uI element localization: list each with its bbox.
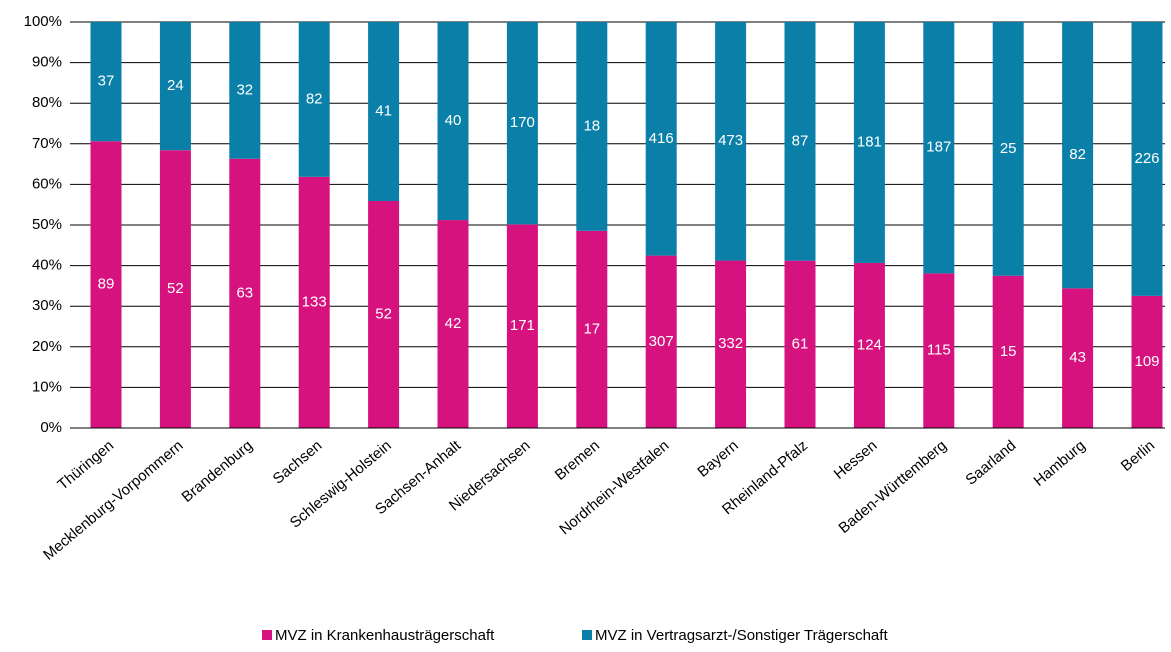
value-label: 332 xyxy=(718,335,743,352)
y-tick-label: 80% xyxy=(32,94,62,111)
y-tick-label: 60% xyxy=(32,175,62,192)
legend-swatch xyxy=(582,630,592,640)
bar-segment xyxy=(90,141,122,428)
value-label: 124 xyxy=(857,336,882,353)
bar-segment xyxy=(923,22,955,274)
x-tick-label: Berlin xyxy=(1118,437,1158,475)
value-label: 37 xyxy=(98,73,115,90)
value-label: 52 xyxy=(167,280,184,297)
bar-segment xyxy=(1062,288,1094,428)
x-tick-label: Hamburg xyxy=(1031,437,1089,490)
bar-segment xyxy=(159,150,191,429)
bar-segment xyxy=(298,22,330,177)
y-tick-label: 70% xyxy=(32,135,62,152)
x-tick-label: Bremen xyxy=(552,437,603,484)
value-label: 170 xyxy=(510,114,535,131)
value-label: 24 xyxy=(167,77,184,94)
bar-segment xyxy=(784,260,816,428)
x-tick-label: Hessen xyxy=(831,437,881,483)
bar-segment xyxy=(992,22,1024,276)
value-label: 18 xyxy=(583,117,600,134)
value-label: 181 xyxy=(857,133,882,150)
bar-segment xyxy=(368,22,400,201)
bar-segment xyxy=(853,262,885,428)
value-label: 87 xyxy=(792,132,809,149)
bar-segment xyxy=(715,260,747,428)
x-tick-label: Mecklenburg-Vorpommern xyxy=(40,437,186,564)
bar-segment xyxy=(576,230,608,428)
value-label: 416 xyxy=(649,130,674,147)
x-tick-label: Saarland xyxy=(962,437,1019,489)
value-label: 82 xyxy=(1069,146,1086,163)
value-label: 63 xyxy=(236,284,253,301)
value-label: 226 xyxy=(1134,150,1159,167)
x-tick-label: Thüringen xyxy=(54,437,117,493)
bar-segment xyxy=(715,22,747,261)
bar-segment xyxy=(298,176,330,428)
legend-label: MVZ in Krankenhausträgerschaft xyxy=(275,627,495,644)
bar-segment xyxy=(784,22,816,261)
bar-segment xyxy=(90,22,122,142)
value-label: 187 xyxy=(926,139,951,156)
bar-segment xyxy=(506,22,538,225)
y-tick-label: 10% xyxy=(32,378,62,395)
bar-segment xyxy=(159,22,191,151)
value-label: 42 xyxy=(445,315,462,332)
y-tick-label: 40% xyxy=(32,257,62,274)
value-label: 89 xyxy=(98,276,115,293)
value-label: 52 xyxy=(375,305,392,322)
value-label: 40 xyxy=(445,112,462,129)
y-tick-label: 50% xyxy=(32,216,62,233)
bar-segment xyxy=(1131,22,1163,296)
bar-segment xyxy=(437,220,469,428)
legend-swatch xyxy=(262,630,272,640)
value-label: 115 xyxy=(927,342,951,359)
x-tick-label: Brandenburg xyxy=(179,437,256,506)
x-tick-label: Sachsen xyxy=(270,437,326,488)
value-label: 473 xyxy=(718,132,743,149)
value-label: 17 xyxy=(583,320,600,337)
bar-segment xyxy=(229,22,261,159)
value-label: 41 xyxy=(375,102,392,119)
value-label: 82 xyxy=(306,90,323,107)
bar-segment xyxy=(992,275,1024,428)
y-tick-label: 90% xyxy=(32,54,62,71)
bar-segment xyxy=(576,22,608,231)
bar-segment xyxy=(506,224,538,428)
bar-segment xyxy=(923,273,955,428)
y-tick-label: 100% xyxy=(24,13,62,30)
value-label: 15 xyxy=(1000,343,1017,360)
bar-segment xyxy=(853,22,885,263)
bar-segment xyxy=(1062,22,1094,289)
y-tick-label: 30% xyxy=(32,297,62,314)
value-label: 43 xyxy=(1069,349,1086,366)
bar-segment xyxy=(437,22,469,221)
value-label: 133 xyxy=(302,293,327,310)
x-tick-label: Bayern xyxy=(694,437,741,481)
bar-segment xyxy=(645,22,677,256)
bar-segment xyxy=(645,255,677,428)
y-tick-label: 0% xyxy=(40,419,62,436)
value-label: 61 xyxy=(792,335,809,352)
value-label: 25 xyxy=(1000,140,1017,157)
bar-segment xyxy=(368,200,400,428)
bar-segment xyxy=(229,158,261,429)
y-tick-label: 20% xyxy=(32,338,62,355)
value-label: 307 xyxy=(649,333,674,350)
bar-segment xyxy=(1131,295,1163,428)
value-label: 109 xyxy=(1134,353,1159,370)
legend-label: MVZ in Vertragsarzt-/Sonstiger Trägersch… xyxy=(595,627,888,644)
value-label: 171 xyxy=(510,317,535,334)
value-label: 32 xyxy=(236,81,253,98)
